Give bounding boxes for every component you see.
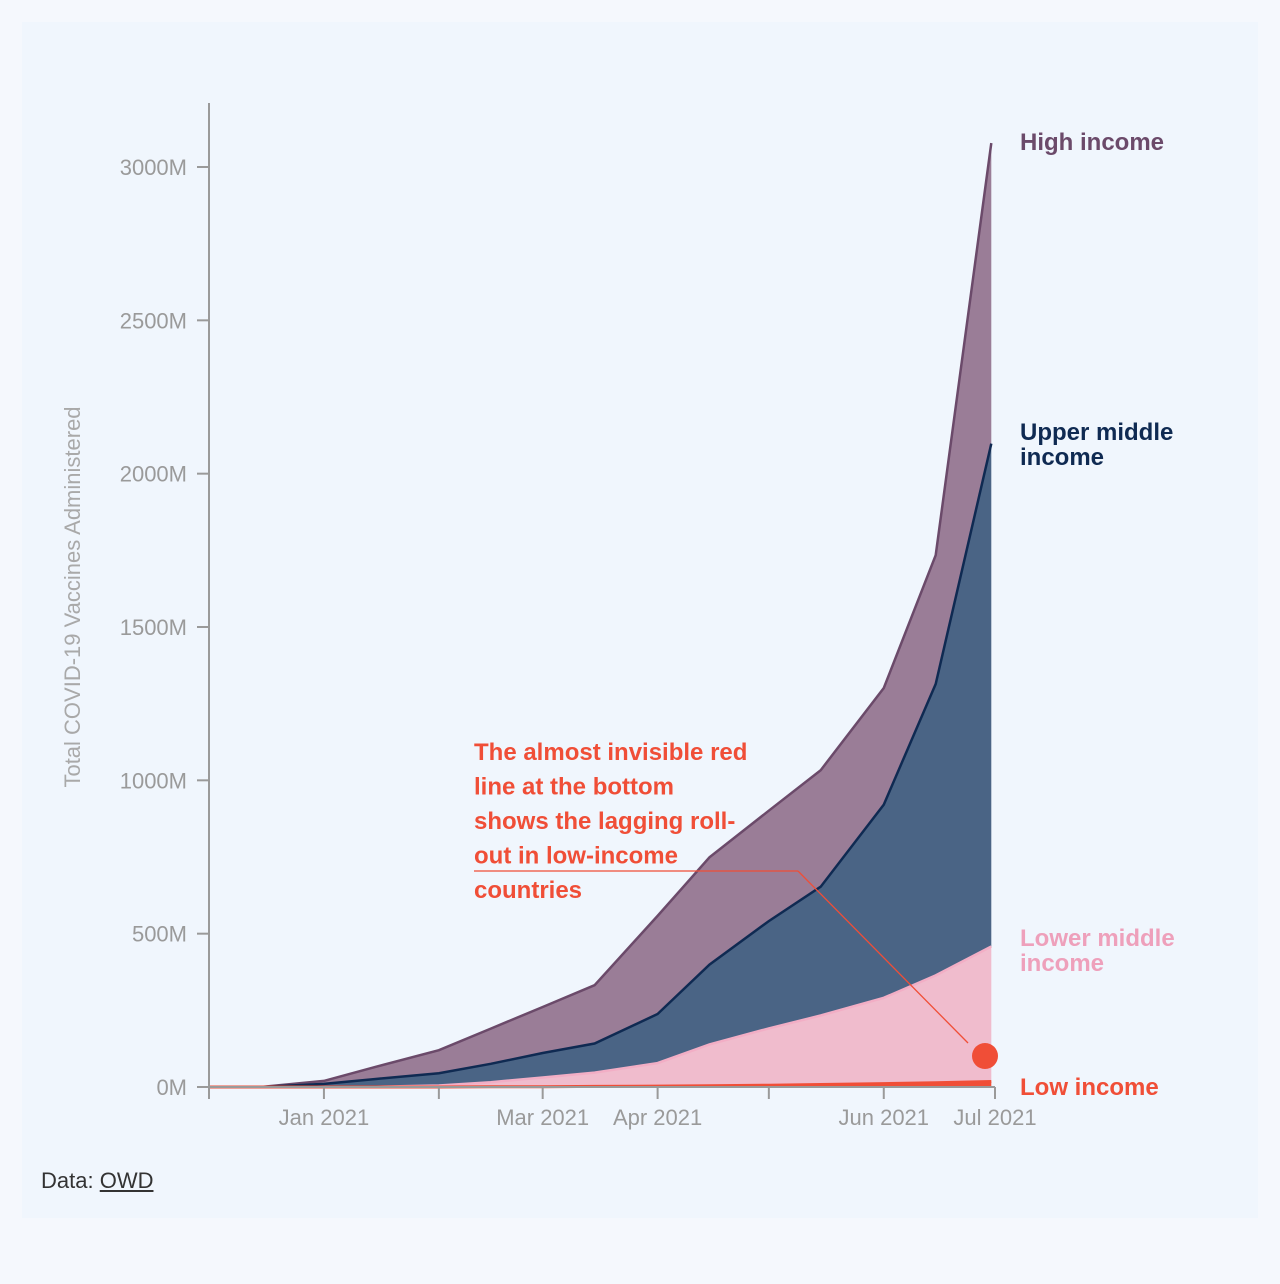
end-label-low-income: Low income [1020, 1074, 1159, 1101]
y-tick-label: 1500M [120, 615, 187, 640]
area-lower-middle-income [209, 946, 992, 1087]
line-upper-middle-income [209, 443, 993, 1089]
x-tick-label: Mar 2021 [496, 1105, 589, 1130]
annotation-line: line at the bottom [474, 774, 674, 801]
x-axis: Jan 2021 Mar 2021 Apr 2021 Jun 2021 Jul 2021 [208, 1086, 1037, 1130]
y-tick-label: 0M [156, 1075, 187, 1100]
y-tick-label: 500M [132, 922, 187, 947]
end-label-high-income: High income [1020, 129, 1164, 156]
end-label-lower-middle-income: income [1020, 950, 1104, 977]
data-source: Data: OWD [41, 1168, 153, 1194]
x-tick-label: Apr 2021 [613, 1105, 702, 1130]
line-high-income [209, 142, 993, 1089]
y-axis: 0M 500M 1000M 1500M 2000M 2500M 3000M [120, 103, 210, 1100]
source-link[interactable]: OWD [99, 1168, 154, 1193]
y-tick-label: 1000M [120, 768, 187, 793]
annotation: The almost invisible red line at the bott… [474, 739, 998, 1069]
y-axis-label: Total COVID-19 Vaccines Administered [60, 406, 85, 787]
area-upper-middle-income [209, 443, 992, 1088]
y-tick-label: 3000M [120, 155, 187, 180]
end-label-lower-middle-income: Lower middle [1020, 925, 1175, 952]
end-label-upper-middle-income: income [1020, 444, 1104, 471]
x-tick-label: Jun 2021 [839, 1105, 930, 1130]
annotation-marker [972, 1043, 998, 1069]
area-layers [209, 142, 993, 1089]
annotation-line: countries [474, 877, 582, 904]
annotation-line: out in low-income [474, 843, 678, 870]
annotation-leader-line [797, 870, 969, 1044]
x-tick-label: Jul 2021 [953, 1105, 1036, 1130]
annotation-line: shows the lagging roll- [474, 808, 735, 835]
source-label: Data: [41, 1168, 94, 1193]
y-tick-label: 2000M [120, 462, 187, 487]
area-high-income [209, 143, 992, 1088]
end-label-upper-middle-income: Upper middle [1020, 419, 1173, 446]
x-tick-label: Jan 2021 [279, 1105, 370, 1130]
annotation-line: The almost invisible red [474, 739, 747, 766]
y-tick-label: 2500M [120, 308, 187, 333]
